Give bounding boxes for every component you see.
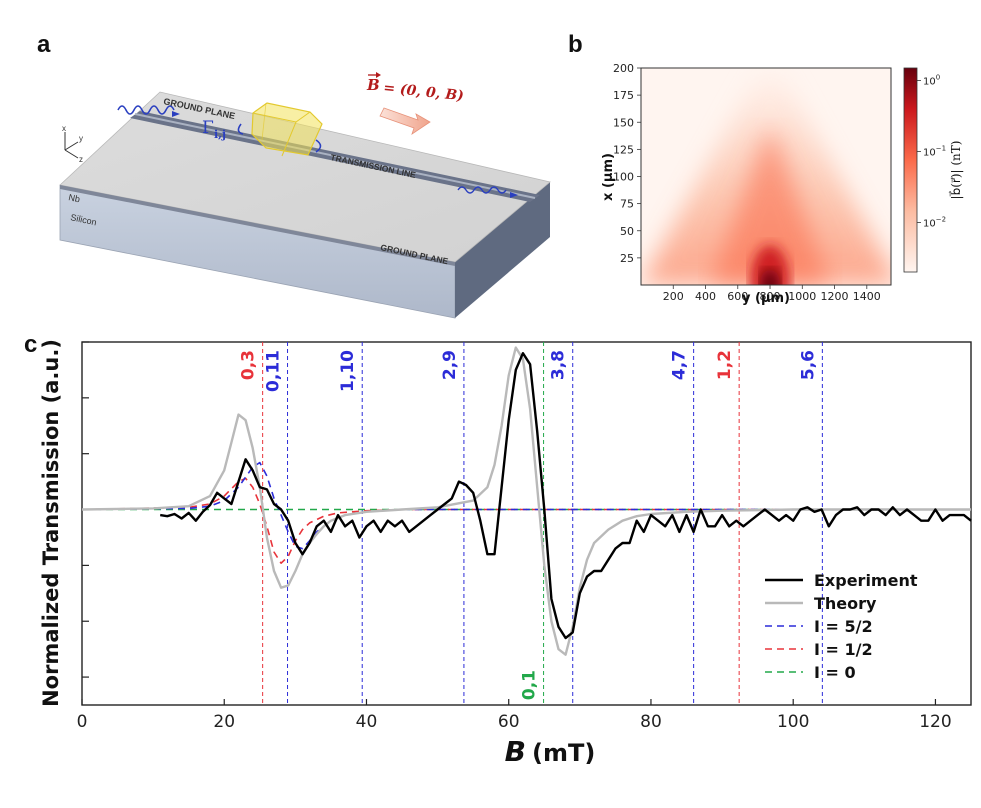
heatmap-x-label: y (μm) bbox=[742, 291, 790, 306]
x-tick-label: 60 bbox=[498, 712, 520, 732]
series-line bbox=[160, 352, 972, 640]
axis-y-label: y bbox=[79, 134, 83, 143]
heatmap-plume-mid bbox=[710, 133, 831, 285]
panel-a-label: a bbox=[37, 31, 51, 58]
legend-entry: Experiment bbox=[814, 571, 918, 590]
microwave-input-wave bbox=[117, 105, 175, 115]
niobium-layer bbox=[60, 185, 455, 266]
panel-b-field-map: b 200 400 600 800 1000 1200 1400 25 50 75 100 125 1… bbox=[568, 31, 963, 306]
transmission-line bbox=[134, 113, 536, 199]
heatmap-x-tick-label: 1200 bbox=[821, 290, 849, 303]
transition-labels: 0,3 0,11 1,10 2,9 0,1 3,8 4,7 1,2 5,6 bbox=[239, 350, 819, 700]
heatmap-x-tick-label: 1400 bbox=[853, 290, 881, 303]
colorbar-label: |b⃗(r⃗)| (nT) bbox=[948, 141, 963, 200]
output-arrow-icon bbox=[510, 192, 518, 198]
heatmap-y-label: x (μm) bbox=[601, 153, 616, 201]
chip-side-face bbox=[455, 182, 550, 318]
heatmap-x-tick-label: 1000 bbox=[788, 290, 816, 303]
y-axis-label: Normalized Transmission (a.u.) bbox=[39, 339, 63, 707]
heatmap-field bbox=[641, 68, 891, 285]
gamma-symbol: Γ bbox=[202, 118, 214, 138]
transition-label: 0,3 bbox=[239, 350, 259, 380]
heatmap-core bbox=[750, 245, 791, 285]
panel-c-transmission-plot: c 0,3 0,11 1,10 2,9 0,1 3,8 4,7 1,2 5,6 0 20 40 60 8… bbox=[24, 331, 972, 768]
heatmap-y-tick-label: 175 bbox=[613, 89, 634, 102]
colorbar bbox=[903, 67, 918, 273]
field-vector-arrow-icon bbox=[376, 72, 381, 78]
panel-c-label: c bbox=[24, 331, 37, 358]
heatmap-x-tick-label: 400 bbox=[695, 290, 716, 303]
x-tick-label: 100 bbox=[777, 712, 809, 732]
series-line bbox=[81, 477, 971, 565]
transition-label: 1,10 bbox=[338, 350, 358, 392]
heatmap-core-peak bbox=[760, 269, 781, 285]
transition-label: 2,9 bbox=[440, 350, 460, 380]
x-tick-label: 120 bbox=[919, 712, 951, 732]
x-tick-label: 20 bbox=[213, 712, 235, 732]
colorbar-tick-label: 10−1 bbox=[923, 144, 946, 158]
heatmap-y-tick-label: 100 bbox=[613, 171, 634, 184]
transition-label: 5,6 bbox=[798, 350, 818, 380]
transition-label: 3,8 bbox=[549, 350, 569, 380]
legend-entry: I = 0 bbox=[814, 663, 856, 682]
transition-lines bbox=[262, 342, 823, 705]
transition-arrow-left-icon bbox=[237, 123, 244, 135]
heatmap-y-ticks: 25 50 75 100 125 150 175 200 bbox=[613, 62, 641, 265]
coordinate-axes bbox=[64, 132, 79, 159]
x-axis-symbol: B bbox=[505, 735, 526, 768]
axis-x-label: x bbox=[62, 124, 66, 133]
input-arrow-icon bbox=[172, 111, 180, 117]
heatmap-y-tick-label: 125 bbox=[613, 143, 634, 156]
field-direction-arrow-icon bbox=[379, 107, 431, 135]
x-tick-label: 80 bbox=[640, 712, 662, 732]
plot-series bbox=[81, 346, 972, 656]
series-line bbox=[81, 346, 971, 656]
microwave-output-wave bbox=[457, 186, 507, 194]
transition-label: 4,7 bbox=[670, 350, 690, 380]
x-axis-unit: (mT) bbox=[532, 739, 595, 767]
field-symbol: B bbox=[366, 76, 380, 94]
heatmap-y-tick-label: 150 bbox=[613, 116, 634, 129]
axis-z-label: z bbox=[79, 155, 83, 164]
transition-label: 0,11 bbox=[264, 350, 284, 392]
gamma-subscript: i,j bbox=[214, 128, 226, 141]
heatmap-y-tick-label: 25 bbox=[620, 252, 634, 265]
transition-arrow-right-icon bbox=[315, 139, 322, 153]
x-tick-label: 0 bbox=[77, 712, 88, 732]
heatmap-x-tick-label: 800 bbox=[760, 290, 781, 303]
crystal-sample bbox=[251, 102, 323, 157]
legend: Experiment Theory I = 5/2 I = 1/2 I = 0 bbox=[765, 571, 918, 682]
colorbar-tick-label: 100 bbox=[923, 73, 940, 87]
heatmap-y-tick-label: 50 bbox=[620, 225, 634, 238]
legend-entry: I = 5/2 bbox=[814, 617, 873, 636]
colorbar-tick-label: 10−2 bbox=[923, 215, 946, 229]
heatmap-x-tick-label: 200 bbox=[663, 290, 684, 303]
plot-y-ticks bbox=[82, 341, 89, 678]
transition-label: 1,2 bbox=[715, 350, 735, 380]
colorbar-ticks: 100 10−1 10−2 bbox=[917, 73, 946, 229]
transition-label: 0,1 bbox=[520, 670, 540, 700]
plot-x-ticks: 0 20 40 60 80 100 120 bbox=[77, 699, 952, 732]
nb-label: Nb bbox=[68, 192, 81, 204]
heatmap-x-ticks: 200 400 600 800 1000 1200 1400 bbox=[663, 285, 881, 303]
heatmap-x-tick-label: 600 bbox=[727, 290, 748, 303]
x-tick-label: 40 bbox=[356, 712, 378, 732]
legend-entry: Theory bbox=[814, 594, 877, 613]
heatmap-y-tick-label: 200 bbox=[613, 62, 634, 75]
field-equation: = (0, 0, B) bbox=[383, 80, 465, 104]
panel-b-label: b bbox=[568, 31, 583, 58]
heatmap-y-tick-label: 75 bbox=[620, 198, 634, 211]
panel-a-device-schematic: a GROUND PLANE TRANSMISSION LINE GROUND … bbox=[37, 31, 551, 319]
legend-entry: I = 1/2 bbox=[814, 640, 873, 659]
ground-plane-surface bbox=[59, 91, 551, 263]
